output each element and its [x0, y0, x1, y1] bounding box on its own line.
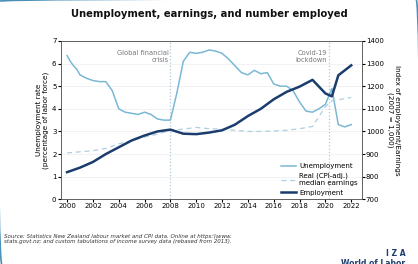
- Legend: Unemployment, Real (CPI-adj.)
median earnings, Employment: Unemployment, Real (CPI-adj.) median ear…: [281, 163, 358, 196]
- Y-axis label: Unemployment rate
(percentage of labor force): Unemployment rate (percentage of labor f…: [36, 72, 49, 169]
- Text: I Z A: I Z A: [386, 249, 405, 258]
- Text: Covid-19
lockdown: Covid-19 lockdown: [295, 50, 327, 63]
- Text: World of Labor: World of Labor: [342, 259, 405, 264]
- Text: Global financial
crisis: Global financial crisis: [117, 50, 168, 63]
- Text: Source: Statistics New Zealand labour market and CPI data. Online at https:\\www: Source: Statistics New Zealand labour ma…: [4, 234, 232, 244]
- Y-axis label: Index of employment/Earnings
(2007 = 1,000): Index of employment/Earnings (2007 = 1,0…: [387, 65, 400, 176]
- Text: Unemployment, earnings, and number employed: Unemployment, earnings, and number emplo…: [71, 9, 347, 19]
